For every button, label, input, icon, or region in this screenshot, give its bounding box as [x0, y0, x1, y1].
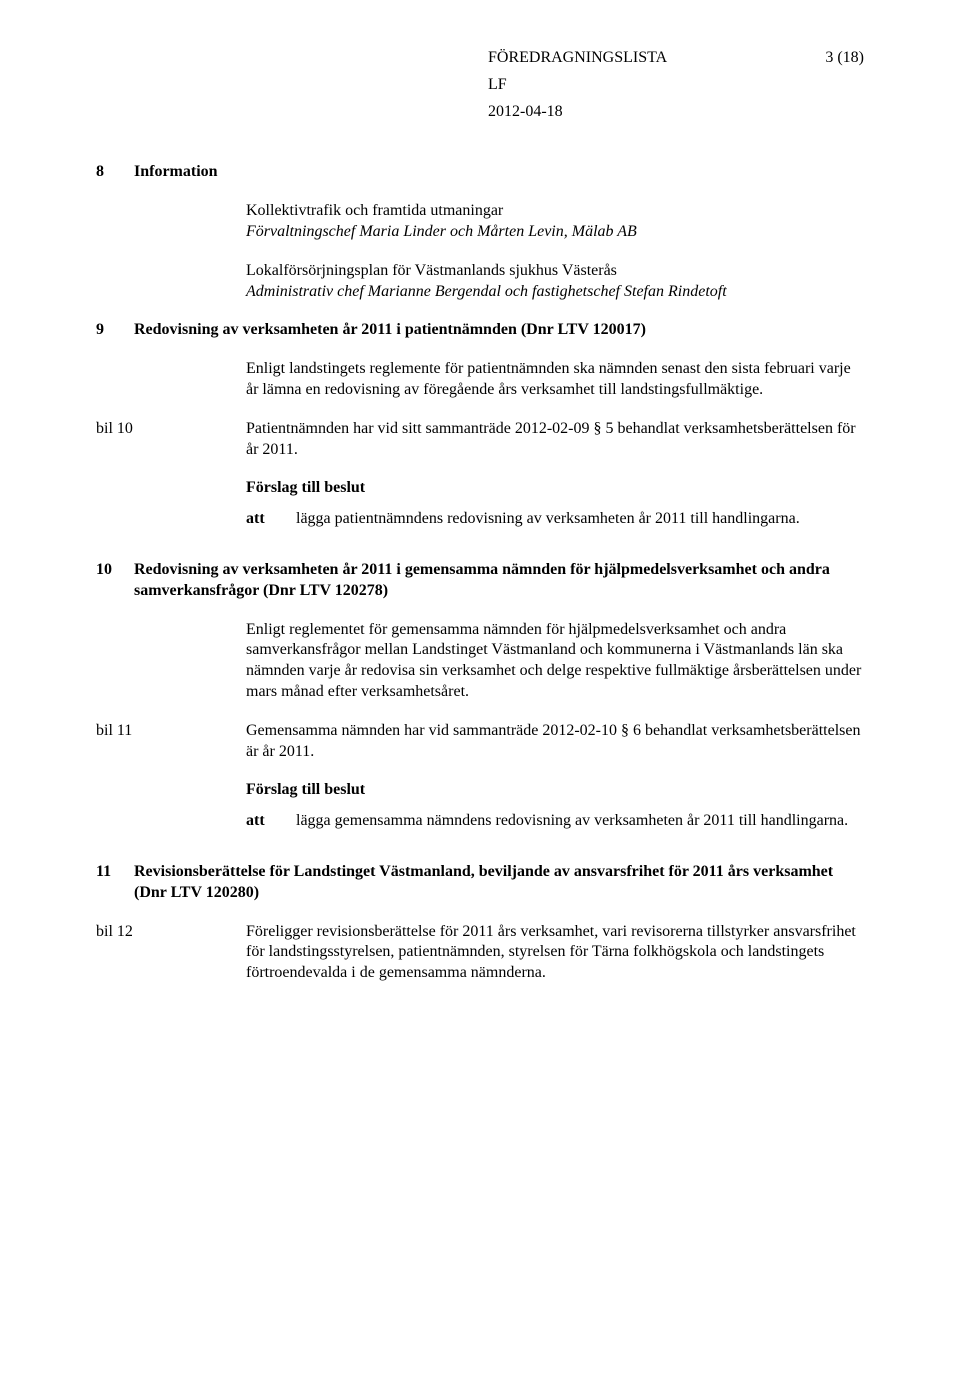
item-title: Revisionsberättelse för Landstinget Väst…: [134, 862, 864, 904]
item-number: 10: [96, 560, 134, 602]
item-title: Redovisning av verksamheten år 2011 i ge…: [134, 560, 864, 602]
item-title: Redovisning av verksamheten år 2011 i pa…: [134, 320, 646, 341]
proposal-heading: Förslag till beslut: [246, 478, 864, 499]
doc-date: 2012-04-18: [488, 102, 864, 123]
item-8-p2: Lokalförsörjningsplan för Västmanlands s…: [246, 261, 864, 282]
att-text: lägga gemensamma nämndens redovisning av…: [296, 811, 864, 832]
doc-subtitle: LF: [488, 75, 864, 96]
att-label: att: [246, 509, 296, 530]
bil-label: bil 10: [96, 419, 246, 530]
proposal-heading: Förslag till beslut: [246, 780, 864, 801]
bil-12-row: bil 12 Föreligger revisionsberättelse fö…: [96, 922, 864, 984]
header-row-1: FÖREDRAGNINGSLISTA 3 (18): [96, 48, 864, 69]
bil-10-text: Patientnämnden har vid sitt sammanträde …: [246, 419, 864, 461]
agenda-item-10: 10 Redovisning av verksamheten år 2011 i…: [96, 560, 864, 602]
bil-11-content: Gemensamma nämnden har vid sammanträde 2…: [246, 721, 864, 832]
bil-label: bil 11: [96, 721, 246, 832]
page-indicator: 3 (18): [825, 48, 864, 69]
item-title: Information: [134, 162, 218, 183]
bil-12-text: Föreligger revisionsberättelse för 2011 …: [246, 922, 864, 984]
att-row: att lägga patientnämndens redovisning av…: [246, 509, 864, 530]
agenda-item-9: 9 Redovisning av verksamheten år 2011 i …: [96, 320, 864, 341]
item-number: 11: [96, 862, 134, 904]
bil-10-content: Patientnämnden har vid sitt sammanträde …: [246, 419, 864, 530]
item-number: 9: [96, 320, 134, 341]
att-text: lägga patientnämndens redovisning av ver…: [296, 509, 864, 530]
item-8-p1: Kollektivtrafik och framtida utmaningar: [246, 201, 864, 222]
agenda-item-8: 8 Information: [96, 162, 864, 183]
bil-10-row: bil 10 Patientnämnden har vid sitt samma…: [96, 419, 864, 530]
bil-label: bil 12: [96, 922, 246, 984]
item-8-p1-sub: Förvaltningschef Maria Linder och Mårten…: [246, 222, 864, 243]
item-10-p1: Enligt reglementet för gemensamma nämnde…: [246, 620, 864, 703]
item-8-body: Kollektivtrafik och framtida utmaningar …: [246, 201, 864, 302]
att-label: att: [246, 811, 296, 832]
item-9-p1: Enligt landstingets reglemente för patie…: [246, 359, 864, 401]
item-number: 8: [96, 162, 134, 183]
bil-11-text: Gemensamma nämnden har vid sammanträde 2…: [246, 721, 864, 763]
doc-type: FÖREDRAGNINGSLISTA: [488, 48, 667, 69]
bil-11-row: bil 11 Gemensamma nämnden har vid samman…: [96, 721, 864, 832]
bil-12-content: Föreligger revisionsberättelse för 2011 …: [246, 922, 864, 984]
item-8-p2-sub: Administrativ chef Marianne Bergendal oc…: [246, 282, 864, 303]
agenda-item-11: 11 Revisionsberättelse för Landstinget V…: [96, 862, 864, 904]
page: FÖREDRAGNINGSLISTA 3 (18) LF 2012-04-18 …: [0, 0, 960, 1374]
att-row: att lägga gemensamma nämndens redovisnin…: [246, 811, 864, 832]
